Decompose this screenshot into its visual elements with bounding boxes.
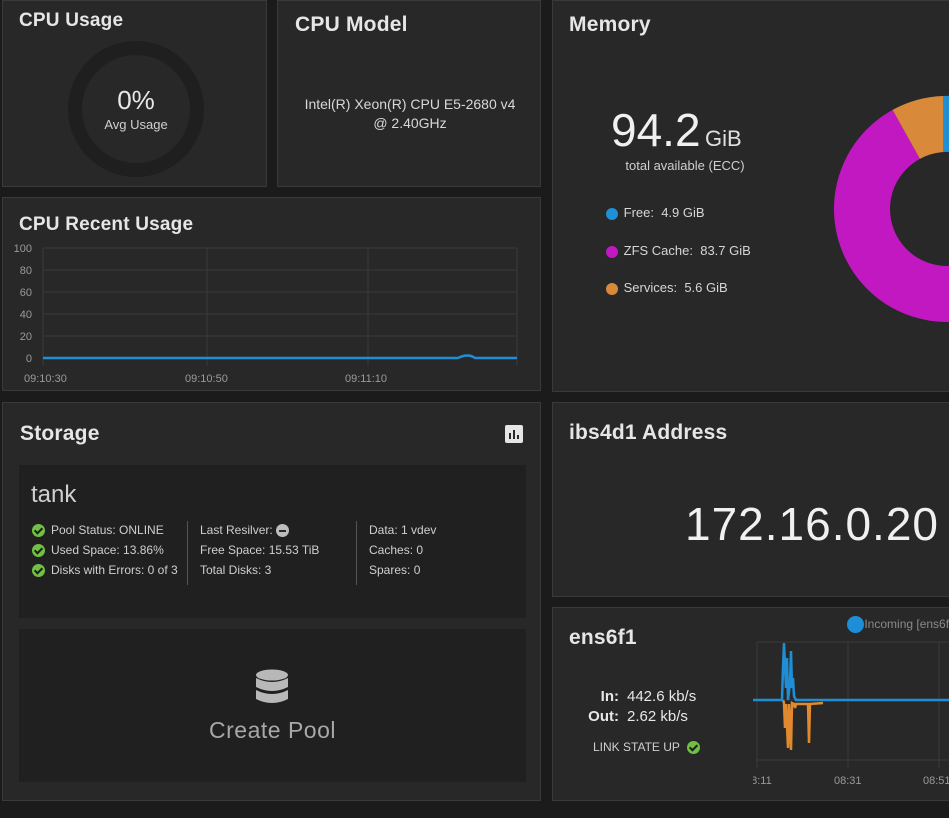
pool-used-space: Used Space: 13.86% — [32, 543, 164, 558]
pool-divider-2 — [356, 521, 357, 585]
cpu-model-card: CPU Model Intel(R) Xeon(R) CPU E5-2680 v… — [277, 0, 541, 187]
pool-spares: Spares: 0 — [369, 563, 421, 577]
check-icon — [32, 544, 45, 558]
minus-circle-icon — [275, 524, 289, 538]
memory-legend-zfs: ZFS Cache: 83.7 GiB — [606, 243, 751, 258]
net-x-tick-1: 08:11 — [753, 775, 772, 787]
zfs-value: 83.7 GiB — [700, 243, 751, 258]
address-value: 172.16.0.20 — [685, 498, 940, 550]
memory-total-value: 94.2 — [611, 104, 701, 156]
net-out-value: 2.62 kb/s — [627, 708, 688, 725]
check-icon — [32, 564, 45, 578]
net-in-label: In: — [600, 688, 619, 705]
pool-disk-errors: Disks with Errors: 0 of 3 — [32, 563, 178, 578]
pool-total-disks: Total Disks: 3 — [200, 563, 272, 577]
memory-legend-free: Free: 4.9 GiB — [606, 205, 705, 220]
net-x-tick-2: 08:31 — [834, 775, 862, 787]
create-pool-label: Create Pool — [209, 717, 336, 743]
network-chart: 08:11 08:31 08:51 — [753, 641, 949, 787]
incoming-label: Incoming [ens6f1] — [864, 616, 949, 631]
memory-total-unit: GiB — [704, 126, 742, 151]
network-title: ens6f1 — [569, 626, 637, 649]
cpu-usage-line — [43, 354, 517, 360]
memory-legend-services: Services: 5.6 GiB — [606, 280, 728, 295]
cpu-model-line1: Intel(R) Xeon(R) CPU E5-2680 v4 — [304, 96, 516, 112]
memory-donut — [834, 95, 949, 322]
net-legend-incoming[interactable]: Incoming [ens6f1] — [847, 616, 949, 633]
services-label: Services: — [623, 280, 678, 295]
cpu-usage-card: CPU Usage 0% Avg Usage — [2, 0, 267, 187]
y-tick-100: 100 — [14, 243, 32, 255]
create-pool-button[interactable]: Create Pool — [19, 629, 526, 782]
incoming-dot — [847, 616, 864, 633]
free-label: Free: — [623, 205, 654, 220]
zfs-label: ZFS Cache: — [623, 243, 693, 258]
pool-tank-panel[interactable]: tank Pool Status: ONLINE Used Space: 13.… — [19, 465, 526, 618]
net-x-tick-3: 08:51 — [923, 775, 949, 787]
pool-status: Pool Status: ONLINE — [32, 523, 164, 538]
storage-card: Storage tank Pool Status: ONLINE Used Sp… — [2, 402, 541, 801]
pool-divider-1 — [187, 521, 188, 585]
cpu-usage-gauge — [68, 41, 204, 177]
cpu-usage-value: 0% — [117, 85, 155, 115]
cpu-model-title: CPU Model — [295, 13, 408, 36]
link-state: LINK STATE UP — [593, 740, 706, 755]
cpu-usage-title: CPU Usage — [19, 10, 124, 31]
pool-last-resilver: Last Resilver: — [200, 523, 289, 538]
storage-title: Storage — [20, 422, 100, 445]
outgoing-line — [781, 699, 824, 751]
incoming-line — [753, 642, 949, 702]
net-out-label: Out: — [588, 708, 619, 725]
x-tick-1: 09:10:30 — [24, 373, 67, 385]
y-tick-40: 40 — [20, 309, 32, 321]
zfs-dot — [606, 245, 618, 258]
y-tick-0: 0 — [26, 353, 32, 365]
check-icon — [687, 741, 701, 755]
memory-title: Memory — [569, 13, 651, 36]
cpu-model-line2: @ 2.40GHz — [373, 115, 447, 131]
services-value: 5.6 GiB — [684, 280, 728, 295]
net-in-value: 442.6 kb/s — [627, 688, 697, 705]
services-slice — [892, 96, 943, 159]
y-tick-20: 20 — [20, 331, 32, 343]
check-icon — [32, 524, 45, 538]
database-icon — [256, 669, 288, 703]
pool-free-space: Free Space: 15.53 TiB — [200, 543, 320, 557]
cpu-recent-chart: 100 80 60 40 20 0 09:10:30 09:10:50 09:1… — [14, 243, 518, 385]
address-title: ibs4d1 Address — [569, 421, 728, 444]
memory-total-label: total available (ECC) — [625, 158, 745, 173]
link-state-label: LINK STATE UP — [593, 740, 680, 754]
memory-card: Memory 94.2 GiB total available (ECC) Fr… — [552, 0, 949, 392]
x-tick-3: 09:11:10 — [345, 373, 387, 385]
memory-total: 94.2 GiB — [611, 103, 742, 157]
address-card: ibs4d1 Address 172.16.0.20 — [552, 402, 949, 597]
y-tick-60: 60 — [20, 287, 32, 299]
free-dot — [606, 207, 618, 220]
cpu-recent-title: CPU Recent Usage — [19, 214, 194, 235]
y-tick-80: 80 — [20, 265, 32, 277]
cpu-usage-label: Avg Usage — [104, 117, 168, 132]
pool-caches: Caches: 0 — [369, 543, 424, 557]
free-value: 4.9 GiB — [661, 205, 705, 220]
pool-data-vdev: Data: 1 vdev — [369, 523, 437, 537]
bar-chart-icon[interactable] — [505, 425, 523, 443]
pool-name: tank — [31, 481, 77, 508]
services-dot — [606, 282, 618, 295]
free-slice — [943, 95, 949, 152]
x-tick-2: 09:10:50 — [185, 373, 228, 385]
network-card: ens6f1 In: 442.6 kb/s Out: 2.62 kb/s LIN… — [552, 607, 949, 801]
cpu-recent-card: CPU Recent Usage 100 80 60 40 20 0 09:10… — [2, 197, 541, 391]
